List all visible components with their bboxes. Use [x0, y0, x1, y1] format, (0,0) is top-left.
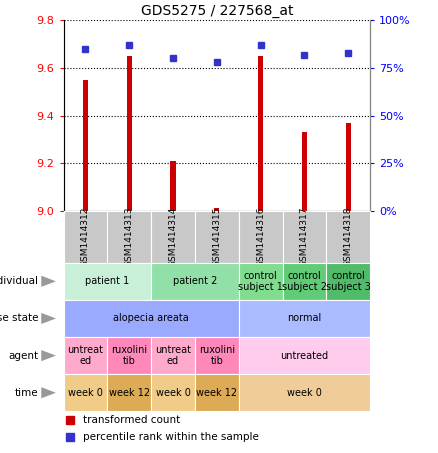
Text: GSM1414313: GSM1414313: [125, 207, 134, 267]
Text: ruxolini
tib: ruxolini tib: [111, 345, 147, 366]
Text: alopecia areata: alopecia areata: [113, 313, 189, 323]
Text: GSM1414315: GSM1414315: [212, 207, 221, 267]
Title: GDS5275 / 227568_at: GDS5275 / 227568_at: [141, 4, 293, 18]
Text: GSM1414314: GSM1414314: [169, 207, 177, 267]
Text: GSM1414312: GSM1414312: [81, 207, 90, 267]
Text: transformed count: transformed count: [83, 415, 181, 425]
Text: untreat
ed: untreat ed: [155, 345, 191, 366]
Text: control
subject 3: control subject 3: [326, 271, 371, 292]
Text: ruxolini
tib: ruxolini tib: [199, 345, 235, 366]
Text: disease state: disease state: [0, 313, 38, 323]
Text: week 12: week 12: [109, 388, 150, 398]
Text: GSM1414318: GSM1414318: [344, 207, 353, 267]
Polygon shape: [41, 313, 56, 324]
Text: GSM1414316: GSM1414316: [256, 207, 265, 267]
Text: week 0: week 0: [68, 388, 103, 398]
Text: individual: individual: [0, 276, 38, 286]
Bar: [214, 208, 219, 211]
Polygon shape: [41, 276, 56, 287]
Text: patient 2: patient 2: [173, 276, 217, 286]
Text: agent: agent: [8, 351, 38, 361]
Bar: [302, 132, 307, 211]
Bar: [170, 161, 176, 211]
Text: untreated: untreated: [280, 351, 328, 361]
Text: time: time: [14, 388, 38, 398]
Bar: [258, 56, 263, 211]
Text: week 0: week 0: [287, 388, 322, 398]
Text: normal: normal: [287, 313, 321, 323]
Bar: [127, 56, 132, 211]
Text: percentile rank within the sample: percentile rank within the sample: [83, 432, 259, 442]
Polygon shape: [41, 387, 56, 398]
Polygon shape: [41, 350, 56, 361]
Text: control
subject 1: control subject 1: [238, 271, 283, 292]
Text: patient 1: patient 1: [85, 276, 130, 286]
Bar: [83, 80, 88, 211]
Bar: [346, 123, 351, 211]
Text: GSM1414317: GSM1414317: [300, 207, 309, 267]
Text: week 0: week 0: [155, 388, 191, 398]
Text: untreat
ed: untreat ed: [67, 345, 103, 366]
Text: control
subject 2: control subject 2: [282, 271, 327, 292]
Text: week 12: week 12: [196, 388, 237, 398]
